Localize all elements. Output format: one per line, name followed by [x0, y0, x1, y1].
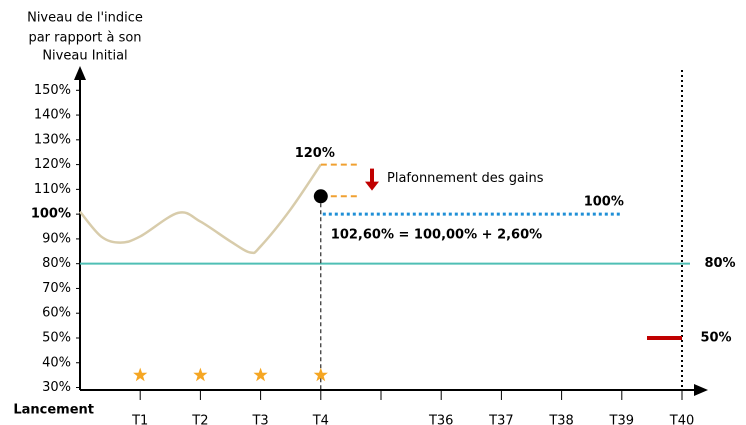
x-tick-label: T40	[669, 414, 694, 425]
x-tick-label: T37	[488, 414, 513, 425]
y-tick-label: 90%	[42, 231, 71, 246]
x-tick-label: T4	[312, 414, 329, 425]
y-tick-label: 140%	[34, 108, 71, 123]
y-tick-label: 70%	[42, 281, 71, 296]
protection-label: 50%	[700, 330, 731, 345]
index-line	[79, 163, 322, 255]
cap-arrow-head	[365, 181, 379, 191]
y-tick-label: 40%	[42, 355, 71, 370]
formula: 102,60% = 100,00% + 2,60%	[331, 228, 542, 243]
x-tick-label: T3	[251, 414, 268, 425]
x-axis-arrow	[694, 384, 708, 396]
strike-label: 100%	[584, 195, 624, 210]
y-axis-arrow	[74, 66, 86, 80]
y-axis-label: par rapport à son	[28, 31, 141, 46]
observation-star	[133, 367, 148, 382]
x-tick-label: T38	[548, 414, 573, 425]
y-tick-label: 100%	[31, 207, 71, 222]
y-tick-label: 130%	[34, 132, 71, 147]
cap-label: 120%	[295, 146, 335, 161]
observation-star	[193, 367, 208, 382]
x-tick-label: Lancement	[13, 403, 94, 418]
cap-arrow-shaft	[370, 168, 374, 183]
y-tick-label: 80%	[42, 256, 71, 271]
x-tick-label: T1	[131, 414, 148, 425]
y-tick-label: 30%	[42, 380, 71, 395]
x-tick-label: T2	[191, 414, 208, 425]
final-point	[313, 189, 328, 204]
observation-star	[313, 367, 328, 382]
x-tick-label: T39	[609, 414, 634, 425]
y-tick-label: 110%	[34, 182, 71, 197]
observation-star	[253, 367, 268, 382]
cap-text: Plafonnement des gains	[387, 171, 544, 186]
barrier-label: 80%	[704, 256, 735, 271]
y-axis-label: Niveau de l'indice	[27, 11, 143, 26]
x-tick-label: T36	[428, 414, 453, 425]
y-axis-label: Niveau Initial	[42, 49, 127, 64]
y-tick-label: 120%	[34, 157, 71, 172]
y-tick-label: 150%	[34, 83, 71, 98]
y-tick-label: 50%	[42, 330, 71, 345]
y-tick-label: 60%	[42, 306, 71, 321]
